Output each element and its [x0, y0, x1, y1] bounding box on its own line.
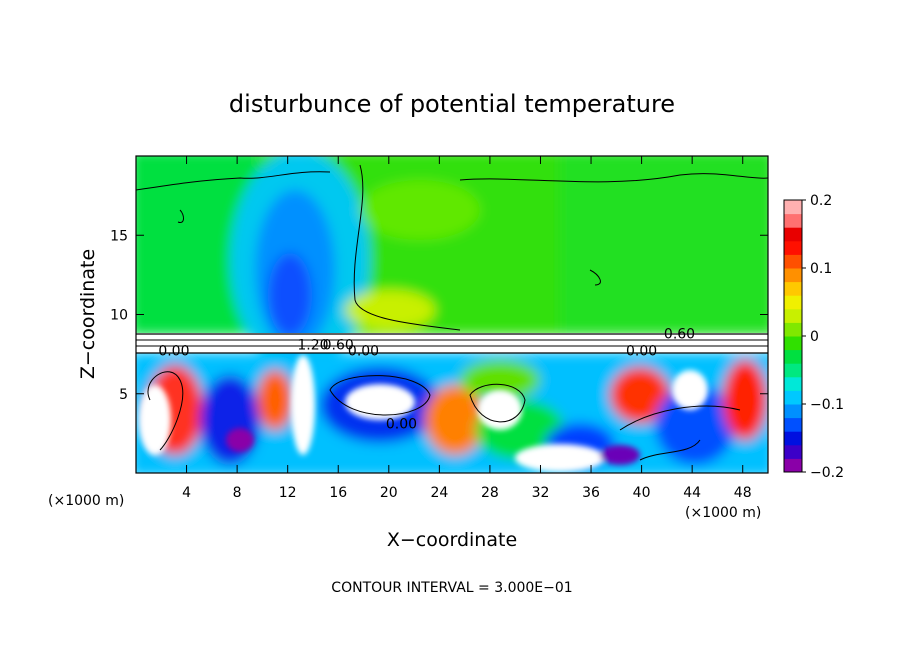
white-blob-5 [515, 444, 605, 472]
colorbar-tick-label: 0 [810, 329, 819, 345]
lower-green-2 [460, 360, 540, 400]
cold-plume-core [268, 253, 312, 337]
lower-warm-2 [257, 370, 293, 430]
colorbar-swatch [784, 417, 802, 432]
colorbar-swatch [784, 227, 802, 242]
heatmap-field [136, 156, 768, 473]
colorbar-swatch [784, 308, 802, 323]
colorbar [783, 199, 803, 473]
contour-label: 0.00 [158, 344, 189, 360]
x-tick-label: 48 [734, 485, 752, 501]
contour-interval-note: CONTOUR INTERVAL = 3.000E−01 [331, 580, 572, 596]
contour-label: 0.00 [386, 417, 417, 433]
x-tick-label: 16 [329, 485, 347, 501]
white-blob-2 [291, 355, 315, 455]
lower-warm-3 [425, 385, 485, 455]
contour-labels: 0.00 1.200.600.000.600.000.00 [158, 326, 695, 432]
white-blob-1 [139, 385, 171, 455]
colorbar-swatch [784, 404, 802, 419]
colorbar-swatch [784, 240, 802, 255]
x-unit-label: (×1000 m) [48, 493, 124, 509]
contour-label: 1.20 [297, 337, 328, 353]
lower-warm-5 [723, 360, 767, 440]
white-blob-4 [478, 390, 522, 430]
contour-label: 0.00 [348, 344, 379, 360]
contour-lines [136, 164, 768, 461]
colorbar-tick-label: −0.2 [810, 465, 844, 481]
warm-patch-upper [345, 290, 435, 330]
colorbar-swatch [784, 336, 802, 351]
contour-label: 0.60 [323, 337, 354, 353]
purple-blob-1 [226, 428, 254, 452]
colorbar-tick-label: −0.1 [810, 397, 844, 413]
colorbar-swatch [784, 444, 802, 459]
colorbar-tick-label: 0.1 [810, 261, 832, 277]
x-tick-label: 8 [233, 485, 242, 501]
white-blob-3 [345, 384, 415, 420]
white-blob-6 [672, 370, 708, 410]
lower-cold-4 [655, 385, 735, 465]
upper-right-green [560, 156, 768, 335]
purple-blob-2 [600, 445, 640, 465]
y-axis-label: Z−coordinate [77, 249, 99, 379]
x-tick-label: 36 [582, 485, 600, 501]
x-axis-label: X−coordinate [387, 529, 517, 551]
colorbar-swatch [784, 268, 802, 283]
colorbar-swatch [784, 295, 802, 310]
x-tick-label: 24 [430, 485, 448, 501]
x-tick-label: 28 [481, 485, 499, 501]
colorbar-swatch [784, 376, 802, 391]
x-axis-ticks: 4 8 12 16 20 24 28 32 36 40 44 48 [182, 156, 752, 501]
lower-cold-1 [200, 375, 260, 465]
y-axis-ticks: 5 10 15 [110, 228, 768, 403]
x-tick-label: 12 [279, 485, 297, 501]
contour-label: 0.00 [626, 344, 657, 360]
colorbar-swatch [784, 431, 802, 446]
x-tick-label: 40 [633, 485, 651, 501]
x-unit-label-right: (×1000 m) [685, 505, 761, 521]
colorbar-swatch [784, 200, 802, 215]
colorbar-tick-label: 0.2 [810, 193, 832, 209]
colorbar-swatch [784, 254, 802, 269]
x-tick-label: 44 [683, 485, 701, 501]
colorbar-swatch [784, 458, 802, 473]
colorbar-swatch [784, 363, 802, 378]
colorbar-ticks: 0.2 0.1 0 −0.1 −0.2 [802, 193, 844, 481]
lower-warm-4 [610, 367, 670, 423]
y-tick-label: 15 [110, 228, 128, 244]
colorbar-swatch [784, 390, 802, 405]
warm-patch-top [360, 180, 480, 240]
colorbar-swatch [784, 213, 802, 228]
colorbar-swatch [784, 322, 802, 337]
x-tick-label: 20 [380, 485, 398, 501]
x-tick-label: 32 [532, 485, 550, 501]
contour-label: 0.60 [664, 326, 695, 342]
tropopause-band [136, 333, 768, 353]
y-tick-label: 5 [119, 387, 128, 403]
chart-title: disturbunce of potential temperature [229, 90, 675, 118]
x-tick-label: 4 [182, 485, 191, 501]
y-tick-label: 10 [110, 308, 128, 324]
colorbar-swatch [784, 349, 802, 364]
colorbar-swatch [784, 281, 802, 296]
